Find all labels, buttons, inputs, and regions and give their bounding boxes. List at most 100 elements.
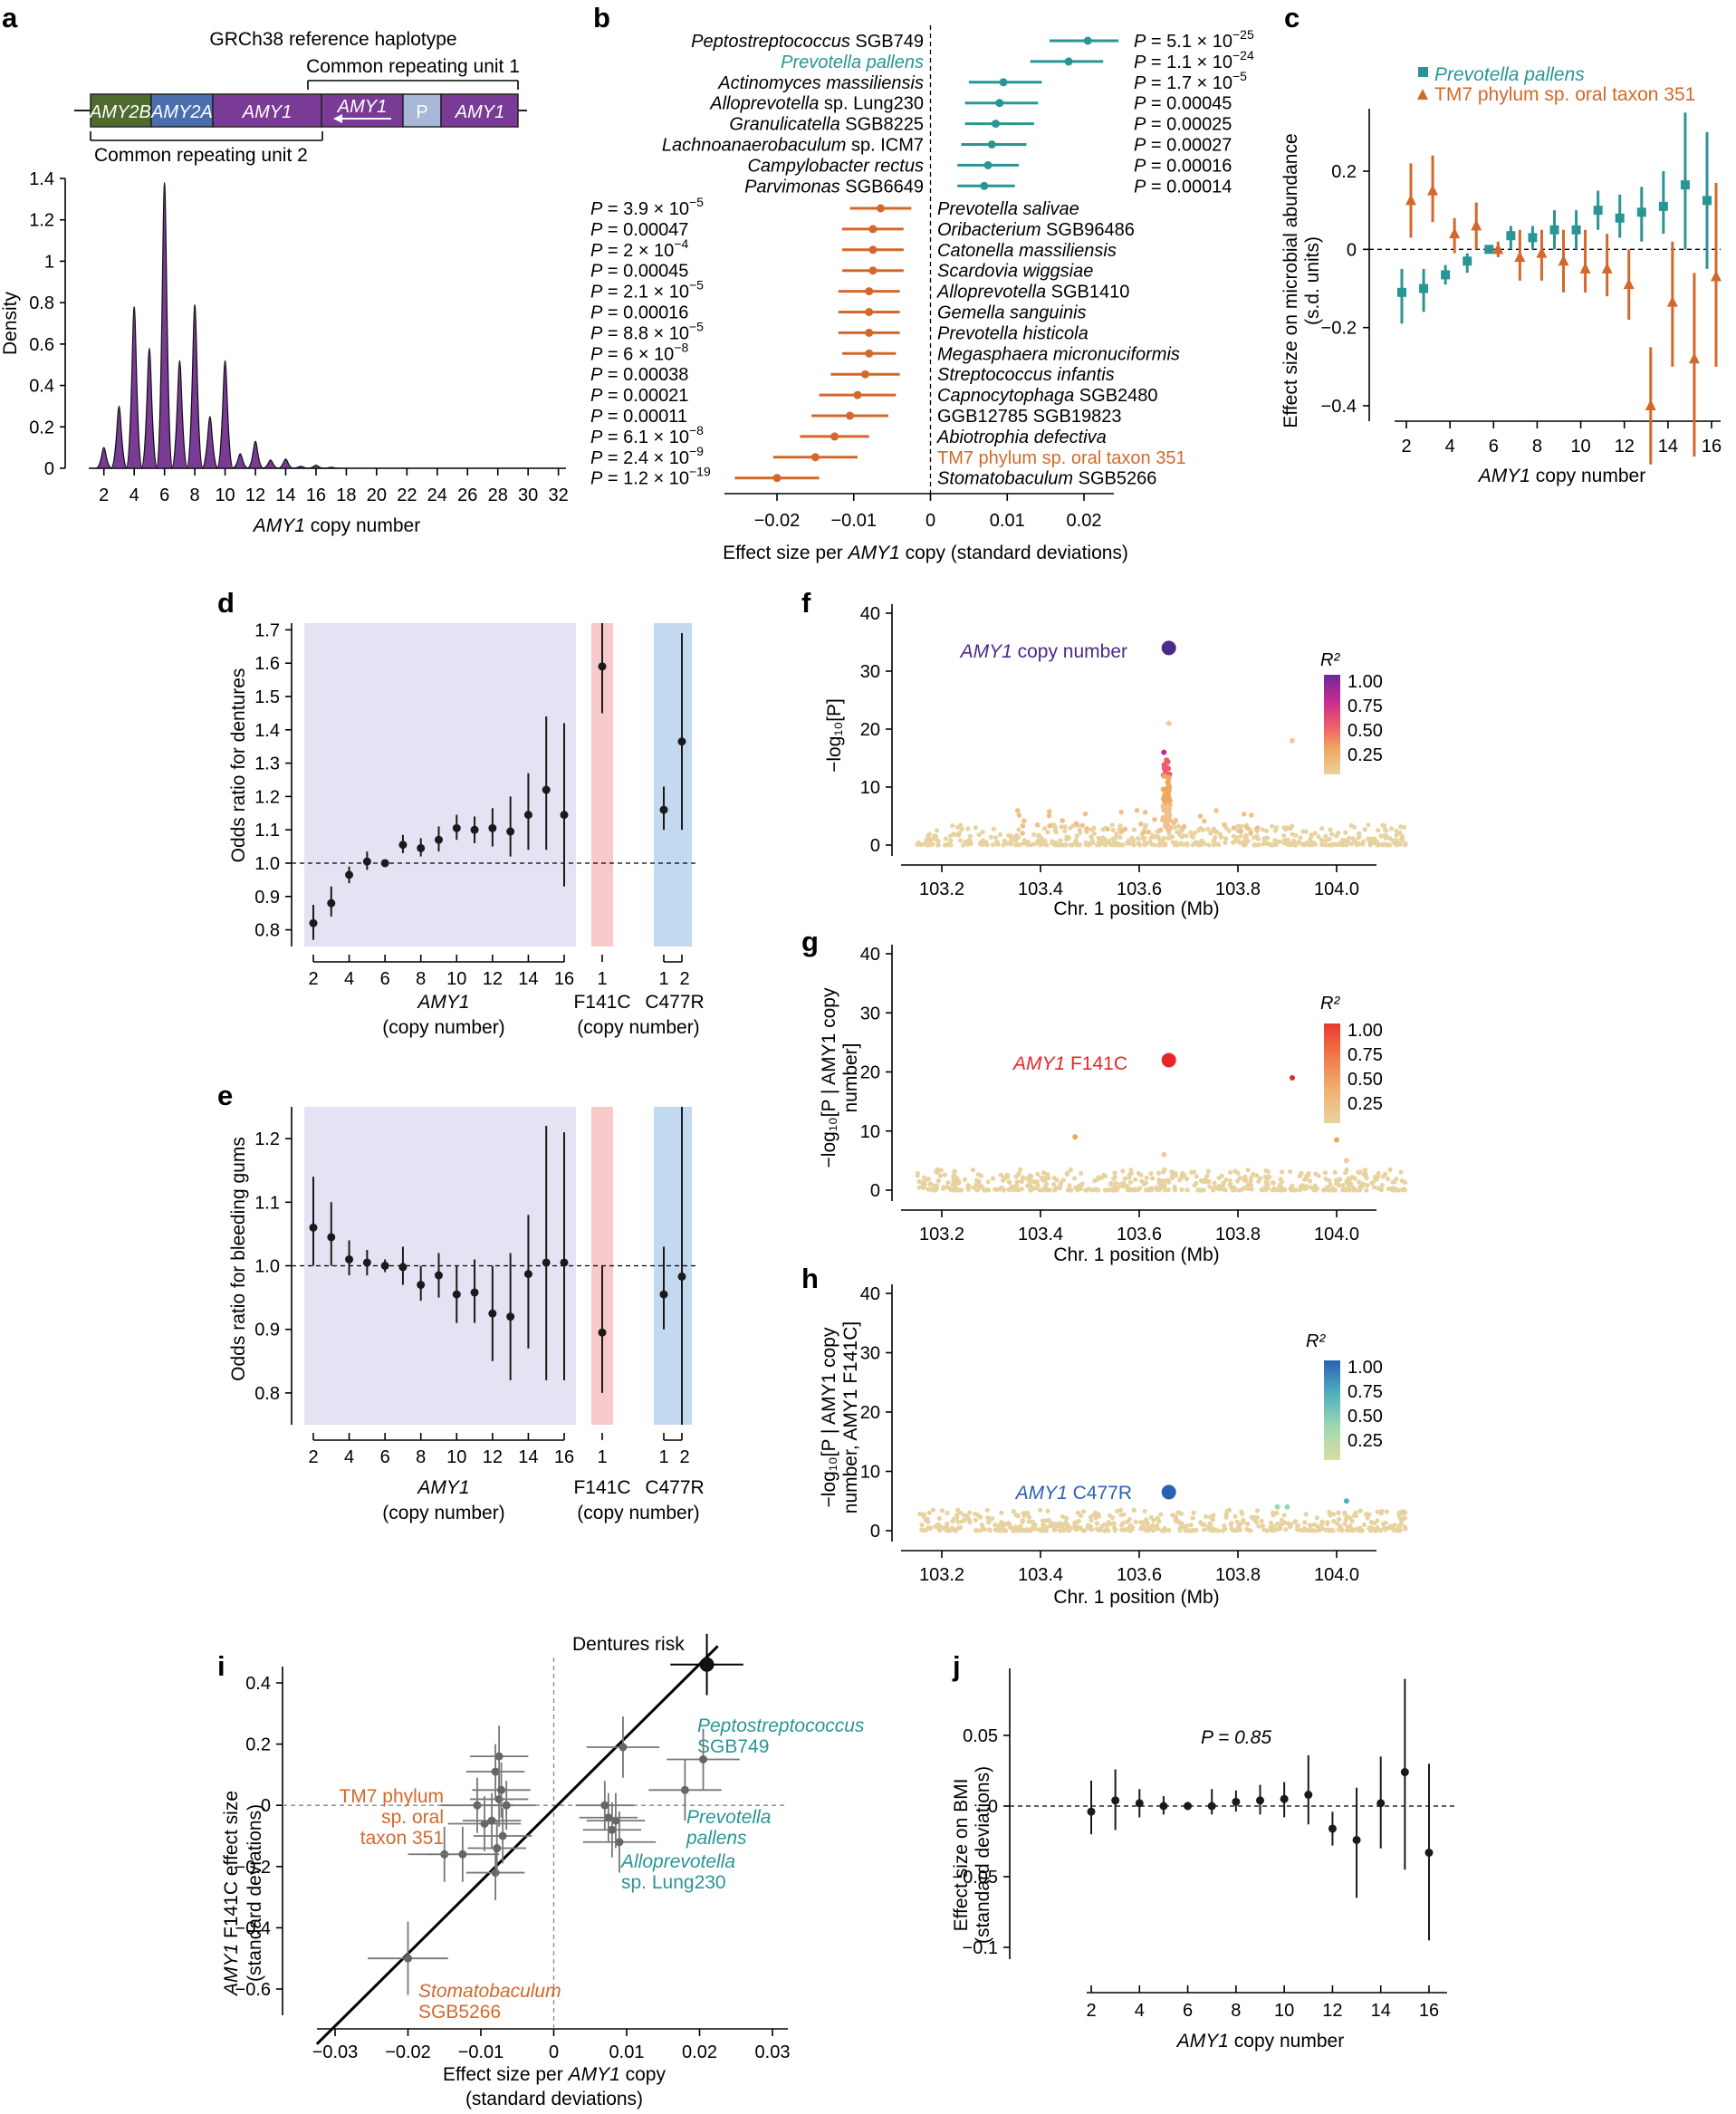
legend-square-icon bbox=[1418, 67, 1428, 77]
panel-f-snp-point bbox=[1398, 824, 1404, 830]
panel-b-x-tick-label: 0.02 bbox=[1067, 511, 1102, 531]
panel-d-y-tick-label: 1.2 bbox=[254, 787, 280, 807]
panel-f-y-tick-label: 40 bbox=[860, 604, 880, 624]
panel-f-snp-point bbox=[1351, 824, 1357, 830]
reverse-arrow-head bbox=[333, 114, 342, 123]
panel-h-snp-point bbox=[1331, 1512, 1337, 1517]
panel-d-y-tick-label: 1.0 bbox=[254, 854, 280, 874]
panel-c-point-tm7 bbox=[1427, 184, 1439, 196]
panel-g-snp-point bbox=[974, 1182, 979, 1187]
panel-g-y-tick-label: 10 bbox=[860, 1122, 880, 1142]
panel-g-snp-point bbox=[1195, 1187, 1201, 1193]
panel-f-snp-peak bbox=[1166, 802, 1173, 808]
p-value-body: = 6 × 10 bbox=[602, 344, 674, 364]
panel-g-snp-point bbox=[1399, 1187, 1405, 1193]
panel-f-snp-peak bbox=[1047, 822, 1052, 829]
taxon-suffix: SGB8225 bbox=[840, 115, 924, 135]
panel-g-snp-point bbox=[1019, 1178, 1024, 1184]
panel-a-density-chart: Density AMY1 copy number 0 0.2 0.4 0.6 0.8 1 1… bbox=[0, 169, 569, 536]
panel-g-x-tick-label: 103.4 bbox=[1018, 1225, 1063, 1244]
panel-g-snp-point bbox=[1006, 1179, 1012, 1185]
panel-i-point bbox=[497, 1785, 506, 1794]
panel-h-snp-point bbox=[1078, 1513, 1084, 1518]
panel-f-snp-point bbox=[1189, 833, 1194, 839]
panel-g-snp-point bbox=[1150, 1176, 1156, 1181]
panel-f-snp-point bbox=[1386, 835, 1393, 841]
panel-h-snp-point bbox=[1223, 1512, 1229, 1517]
taxon-label-negative: Stomatobaculum SGB5266 bbox=[937, 469, 1156, 489]
panel-f-snp-point bbox=[1381, 823, 1387, 829]
panel-g-snp-point bbox=[1363, 1168, 1368, 1173]
panel-g-snp-point bbox=[1155, 1187, 1160, 1193]
panel-g-snp-point bbox=[1248, 1178, 1253, 1184]
panel-d-x-tick-label: 4 bbox=[344, 969, 354, 989]
panel-h-snp-point bbox=[1361, 1522, 1367, 1527]
panel-g-snp-point bbox=[1270, 1180, 1275, 1186]
panel-g-snp-point bbox=[1198, 1178, 1204, 1184]
p-letter: P bbox=[1134, 32, 1146, 52]
panel-f-snp-point bbox=[1310, 840, 1316, 846]
panel-g-snp-point bbox=[1112, 1170, 1117, 1176]
legend-prevotella: Prevotella pallens bbox=[1434, 64, 1585, 85]
panel-h-snp-point bbox=[1342, 1522, 1348, 1527]
panel-f-snp-point bbox=[1094, 842, 1100, 848]
forest-point-negative bbox=[876, 204, 885, 213]
panel-h-lead-rest: C477R bbox=[1068, 1483, 1132, 1504]
panel-e-point-c477r bbox=[659, 1290, 668, 1299]
panel-g-snp-point bbox=[1356, 1169, 1361, 1175]
taxon-name: Parvimonas bbox=[744, 177, 840, 197]
panel-c-point-prevotella bbox=[1702, 196, 1712, 206]
panel-h-snp-point bbox=[1007, 1522, 1012, 1528]
panel-c-point-tm7 bbox=[1623, 278, 1635, 290]
panel-c-point-tm7 bbox=[1514, 250, 1526, 262]
p-value-body: = 0.00045 bbox=[602, 262, 688, 282]
panel-g-snp-point bbox=[985, 1179, 991, 1185]
panel-g-y-tick-label: 30 bbox=[860, 1004, 880, 1023]
panel-a-x-tick-label: 10 bbox=[215, 485, 235, 505]
panel-c-point-tm7 bbox=[1449, 227, 1461, 239]
panel-g-snp-point bbox=[1245, 1168, 1251, 1173]
panel-c-point-tm7 bbox=[1536, 246, 1548, 258]
panel-g-snp-point bbox=[1162, 1182, 1167, 1188]
panel-f-snp-point bbox=[1025, 842, 1031, 848]
panel-f-snp-point bbox=[1074, 833, 1079, 839]
panel-f-snp-point bbox=[1396, 841, 1402, 846]
panel-h-snp-point bbox=[1342, 1510, 1348, 1515]
panel-f-snp-point bbox=[1062, 824, 1068, 830]
panel-g-snp-point bbox=[998, 1172, 1003, 1177]
taxon-suffix: SGB1410 bbox=[1046, 283, 1129, 303]
panel-d-group23-sub: (copy number) bbox=[577, 1017, 699, 1038]
panel-e-group2: F141C bbox=[573, 1477, 630, 1498]
panel-f-snp-point bbox=[1350, 836, 1356, 841]
panel-f-snp-point bbox=[1091, 831, 1097, 836]
panel-f-y-tick-label: 20 bbox=[860, 720, 880, 740]
panel-g-snp-point bbox=[1136, 1187, 1141, 1192]
panel-f-x-tick-label: 103.4 bbox=[1018, 879, 1063, 899]
taxon-label-negative: Catonella massiliensis bbox=[937, 241, 1117, 261]
panel-g-x-tick-label: 103.2 bbox=[919, 1225, 964, 1244]
panel-h-snp-point bbox=[1036, 1527, 1041, 1533]
panel-e-point-amy1 bbox=[506, 1312, 515, 1321]
panel-j-ylabel-1: Effect size on BMI bbox=[951, 1779, 972, 1932]
panel-f-snp-peak bbox=[1160, 786, 1166, 793]
stom-label-1: Stomatobaculum bbox=[418, 1981, 561, 2002]
panel-h-snp-point bbox=[1283, 1526, 1289, 1533]
panel-h-snp-point bbox=[1268, 1520, 1274, 1526]
panel-g-snp-point bbox=[1148, 1170, 1154, 1177]
panel-c-point-prevotella bbox=[1397, 287, 1406, 297]
panel-f-snp-point bbox=[1320, 841, 1326, 847]
panel-c-point-tm7 bbox=[1645, 399, 1656, 410]
taxon-label-negative: Streptococcus infantis bbox=[937, 365, 1115, 385]
panel-h-snp-point bbox=[1104, 1526, 1109, 1532]
p-value-label: P = 0.00045 bbox=[1134, 94, 1232, 114]
panel-g-snp-point bbox=[1019, 1187, 1024, 1192]
panel-h-snp-point bbox=[1015, 1513, 1021, 1519]
panel-h-snp-point bbox=[1331, 1518, 1337, 1524]
panel-h-snp-point bbox=[1336, 1510, 1341, 1515]
panel-h-snp-point bbox=[1045, 1508, 1050, 1513]
panel-f-snp-peak bbox=[1201, 818, 1207, 824]
panel-f-snp-point bbox=[1273, 825, 1280, 831]
panel-c-x-tick-label: 8 bbox=[1532, 437, 1542, 456]
panel-f-snp-point bbox=[1397, 830, 1403, 836]
panel-h-snp-point bbox=[1150, 1528, 1156, 1533]
